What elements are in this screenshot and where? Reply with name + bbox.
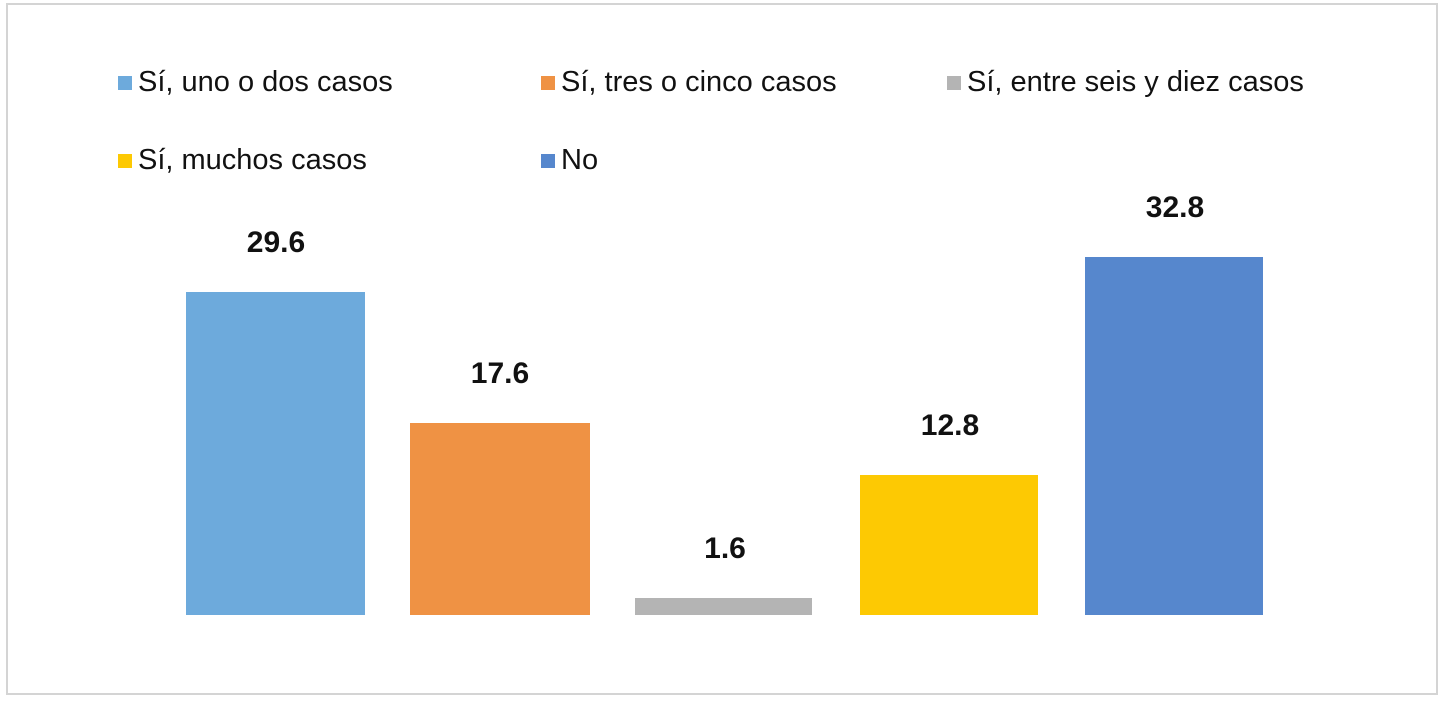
legend-label: Sí, tres o cinco casos — [561, 66, 837, 98]
legend-item-tres-o-cinco: Sí, tres o cinco casos — [541, 66, 837, 99]
legend-swatch-icon — [541, 153, 555, 168]
legend-swatch-icon — [118, 153, 132, 168]
legend-swatch-icon — [118, 75, 132, 90]
bar-value-label: 12.8 — [920, 409, 980, 442]
legend-item-seis-y-diez: Sí, entre seis y diez casos — [947, 66, 1304, 99]
bar-value-label: 1.6 — [704, 532, 746, 565]
legend-item-muchos: Sí, muchos casos — [118, 144, 367, 177]
bar-seis-y-diez — [635, 598, 812, 615]
legend-swatch-icon — [541, 75, 555, 90]
bar-no — [1085, 257, 1263, 615]
bar-uno-o-dos — [186, 292, 365, 615]
legend-label: No — [561, 144, 599, 176]
legend-label: Sí, uno o dos casos — [138, 66, 393, 98]
bar-value-label: 29.6 — [246, 226, 306, 259]
legend-swatch-icon — [947, 75, 961, 90]
legend-label: Sí, muchos casos — [138, 144, 367, 176]
bar-value-label: 32.8 — [1145, 191, 1205, 224]
legend-label: Sí, entre seis y diez casos — [967, 66, 1304, 98]
bar-tres-o-cinco — [410, 423, 590, 615]
bar-value-label: 17.6 — [470, 357, 530, 390]
bar-muchos — [860, 475, 1038, 615]
legend-item-uno-o-dos: Sí, uno o dos casos — [118, 66, 393, 99]
legend-item-no: No — [541, 144, 598, 177]
